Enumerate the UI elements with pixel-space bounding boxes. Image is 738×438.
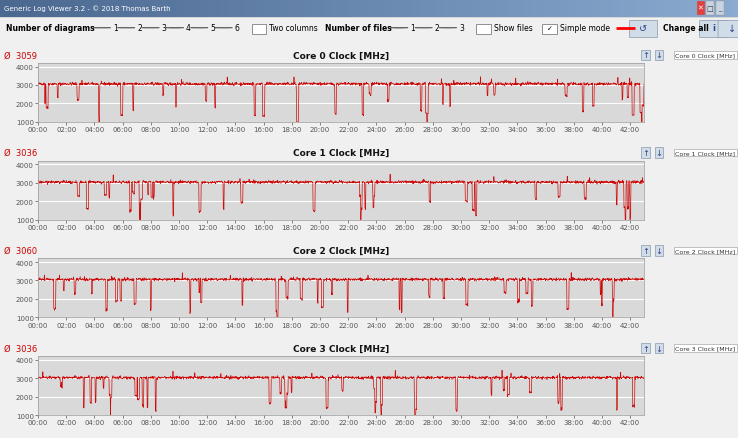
Bar xyxy=(476,25,491,35)
Text: Core 2 Clock [MHz]: Core 2 Clock [MHz] xyxy=(675,248,736,253)
Text: ↓: ↓ xyxy=(728,24,737,34)
Text: ✕: ✕ xyxy=(697,6,703,12)
Text: Core 1 Clock [MHz]: Core 1 Clock [MHz] xyxy=(293,149,389,158)
Circle shape xyxy=(166,28,184,29)
Bar xyxy=(542,25,557,35)
Text: _: _ xyxy=(718,6,721,12)
Text: 2: 2 xyxy=(137,24,142,33)
Text: 2: 2 xyxy=(435,24,439,33)
Text: Number of diagrams: Number of diagrams xyxy=(6,24,94,33)
Text: 1: 1 xyxy=(410,24,415,33)
Text: Simple mode: Simple mode xyxy=(560,24,610,33)
FancyBboxPatch shape xyxy=(697,2,705,16)
Text: 5: 5 xyxy=(210,24,215,33)
Text: Show files: Show files xyxy=(494,24,533,33)
FancyBboxPatch shape xyxy=(700,21,728,39)
Text: 1: 1 xyxy=(113,24,117,33)
Text: Ø  3059: Ø 3059 xyxy=(4,51,37,60)
Text: ↑: ↑ xyxy=(642,149,649,158)
Text: Core 3 Clock [MHz]: Core 3 Clock [MHz] xyxy=(675,346,736,351)
FancyBboxPatch shape xyxy=(718,21,738,39)
Text: Core 1 Clock [MHz]: Core 1 Clock [MHz] xyxy=(675,151,735,156)
Text: 4: 4 xyxy=(186,24,191,33)
Text: Core 2 Clock [MHz]: Core 2 Clock [MHz] xyxy=(293,246,389,255)
Text: ↺: ↺ xyxy=(639,24,648,34)
Text: ↑: ↑ xyxy=(642,246,649,255)
FancyBboxPatch shape xyxy=(706,2,714,16)
Text: ↓: ↓ xyxy=(655,149,663,158)
Text: ✓: ✓ xyxy=(547,26,553,32)
Text: i: i xyxy=(712,24,715,33)
Text: Two columns: Two columns xyxy=(269,24,318,33)
Text: 3: 3 xyxy=(459,24,464,33)
Text: 3: 3 xyxy=(162,24,167,33)
Text: Ø  3036: Ø 3036 xyxy=(4,149,37,158)
Text: ↓: ↓ xyxy=(655,246,663,255)
Text: ↑: ↑ xyxy=(642,51,649,60)
Text: ↑: ↑ xyxy=(642,344,649,353)
Text: Ø  3036: Ø 3036 xyxy=(4,344,37,353)
Text: □: □ xyxy=(707,6,713,12)
Text: Change all: Change all xyxy=(663,24,708,33)
Text: Core 0 Clock [MHz]: Core 0 Clock [MHz] xyxy=(675,53,735,58)
FancyBboxPatch shape xyxy=(716,2,724,16)
Text: Number of files: Number of files xyxy=(325,24,392,33)
Text: Generic Log Viewer 3.2 - © 2018 Thomas Barth: Generic Log Viewer 3.2 - © 2018 Thomas B… xyxy=(4,6,170,12)
Circle shape xyxy=(390,28,408,29)
Text: 6: 6 xyxy=(235,24,240,33)
Bar xyxy=(252,25,266,35)
Text: Ø  3060: Ø 3060 xyxy=(4,246,37,255)
Text: Core 3 Clock [MHz]: Core 3 Clock [MHz] xyxy=(293,344,389,353)
Text: ↓: ↓ xyxy=(655,344,663,353)
Text: ↓: ↓ xyxy=(655,51,663,60)
Text: Core 0 Clock [MHz]: Core 0 Clock [MHz] xyxy=(293,51,389,60)
FancyBboxPatch shape xyxy=(630,21,658,39)
